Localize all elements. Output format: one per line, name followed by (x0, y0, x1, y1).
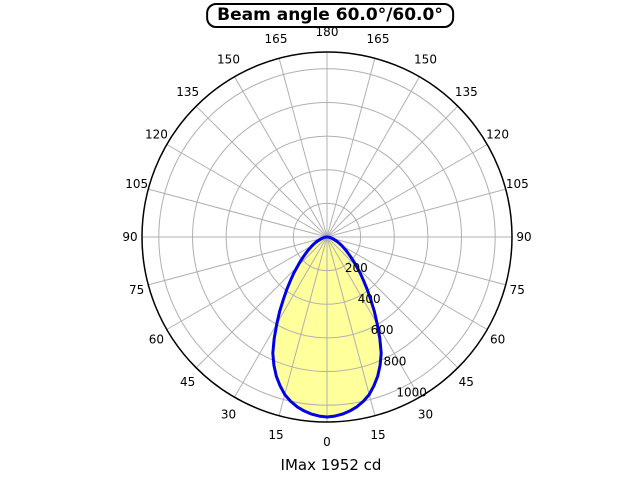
angle-gridline (166, 144, 328, 238)
angle-gridline (278, 236, 328, 416)
angle-label: 180 (316, 25, 339, 39)
angle-label: 60 (490, 333, 505, 347)
angle-gridline (195, 236, 328, 369)
angle-gridline (326, 144, 488, 238)
r-tick-label: 200 (345, 261, 368, 275)
angle-label: 150 (414, 53, 437, 67)
angle-gridline (234, 236, 328, 398)
angle-gridline (148, 188, 328, 238)
angle-label: 135 (455, 85, 478, 99)
beam-curve (271, 235, 383, 419)
outer-circle (141, 51, 513, 423)
angle-label: 90 (516, 230, 531, 244)
angle-gridline (326, 236, 506, 286)
angle-label: 105 (506, 177, 529, 191)
angle-gridline (195, 105, 328, 238)
angle-gridline (326, 58, 376, 238)
angle-label: 30 (221, 408, 236, 422)
angle-gridline (326, 236, 459, 369)
imax-label: IMax 1952 cd (280, 456, 382, 474)
angle-gridline (278, 58, 328, 238)
angle-gridline (326, 76, 420, 238)
r-tick-label: 600 (371, 323, 394, 337)
angle-gridline (148, 236, 328, 286)
angle-label: 60 (149, 333, 164, 347)
angle-label: 90 (122, 230, 137, 244)
angle-gridline (326, 236, 376, 416)
angle-label: 75 (129, 283, 144, 297)
angle-gridline (326, 236, 488, 330)
chart-title: Beam angle 60.0°/60.0° (206, 3, 454, 28)
angle-label: 120 (486, 128, 509, 142)
angle-label: 45 (180, 375, 195, 389)
r-tick-label: 400 (358, 292, 381, 306)
angle-label: 75 (510, 283, 525, 297)
angle-label: 135 (176, 85, 199, 99)
angle-label: 120 (145, 128, 168, 142)
angle-label: 0 (323, 435, 331, 449)
angle-gridline (234, 76, 328, 238)
angle-label: 15 (370, 428, 385, 442)
angle-label: 15 (268, 428, 283, 442)
angle-labels: 0 15 15 30 30 45 45 60 60 75 75 90 90 105 105 120 120 135… (122, 25, 531, 449)
angle-label: 45 (459, 375, 474, 389)
angle-label: 165 (265, 32, 288, 46)
angle-gridline (326, 236, 420, 398)
r-tick-label: 800 (384, 354, 407, 368)
r-tick-labels: 200 400 600 800 1000 (345, 261, 427, 399)
angle-label: 30 (418, 408, 433, 422)
angle-gridline (326, 105, 459, 238)
polar-grid (142, 52, 512, 422)
angle-label: 165 (367, 32, 390, 46)
r-tick-label: 1000 (396, 385, 427, 399)
angle-gridline (166, 236, 328, 330)
angle-gridline (326, 188, 506, 238)
angle-label: 150 (217, 53, 240, 67)
angle-label: 105 (125, 177, 148, 191)
